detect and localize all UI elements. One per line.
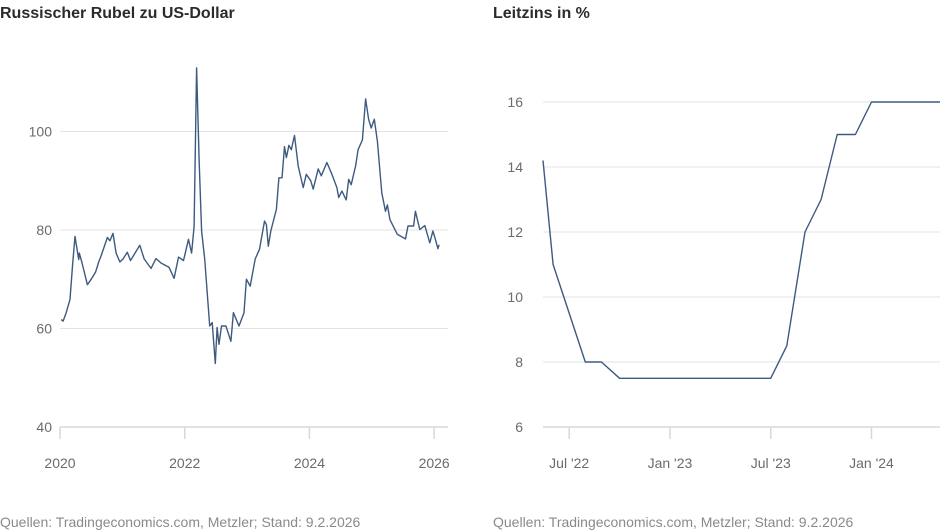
y-tick-label: 10 <box>507 289 523 305</box>
source-note: Quellen: Tradingeconomics.com, Metzler; … <box>0 514 361 530</box>
x-tick-label: 2020 <box>44 455 75 471</box>
series-line-rubel <box>60 67 440 365</box>
x-tick-label: 2026 <box>419 455 450 471</box>
y-tick-label: 16 <box>507 94 523 110</box>
y-tick-label: 60 <box>36 320 52 336</box>
y-tick-label: 6 <box>515 419 523 435</box>
y-tick-label: 14 <box>507 159 523 175</box>
x-tick-label: 2022 <box>169 455 200 471</box>
leitzins-chart: Leitzins in % 6 8 10 12 14 16 Jul '22 Jan '23 Ju… <box>493 5 940 530</box>
y-tick-label: 12 <box>507 224 523 240</box>
rubel-chart: Russischer Rubel zu US-Dollar 40 60 80 100 2… <box>0 5 450 530</box>
y-tick-label: 40 <box>36 419 52 435</box>
x-tick-label: Jan '23 <box>648 455 693 471</box>
chart-title: Russischer Rubel zu US-Dollar <box>0 5 235 22</box>
source-note: Quellen: Tradingeconomics.com, Metzler; … <box>493 514 854 530</box>
series-line-leitzins <box>542 101 940 379</box>
y-tick-label: 100 <box>29 123 53 139</box>
x-tick-label: Jul '23 <box>751 455 791 471</box>
y-tick-label: 8 <box>515 354 523 370</box>
x-tick-label: 2024 <box>294 455 325 471</box>
x-tick-label: Jan '24 <box>849 455 894 471</box>
y-tick-label: 80 <box>36 222 52 238</box>
x-tick-label: Jul '22 <box>549 455 589 471</box>
chart-title: Leitzins in % <box>493 5 590 22</box>
